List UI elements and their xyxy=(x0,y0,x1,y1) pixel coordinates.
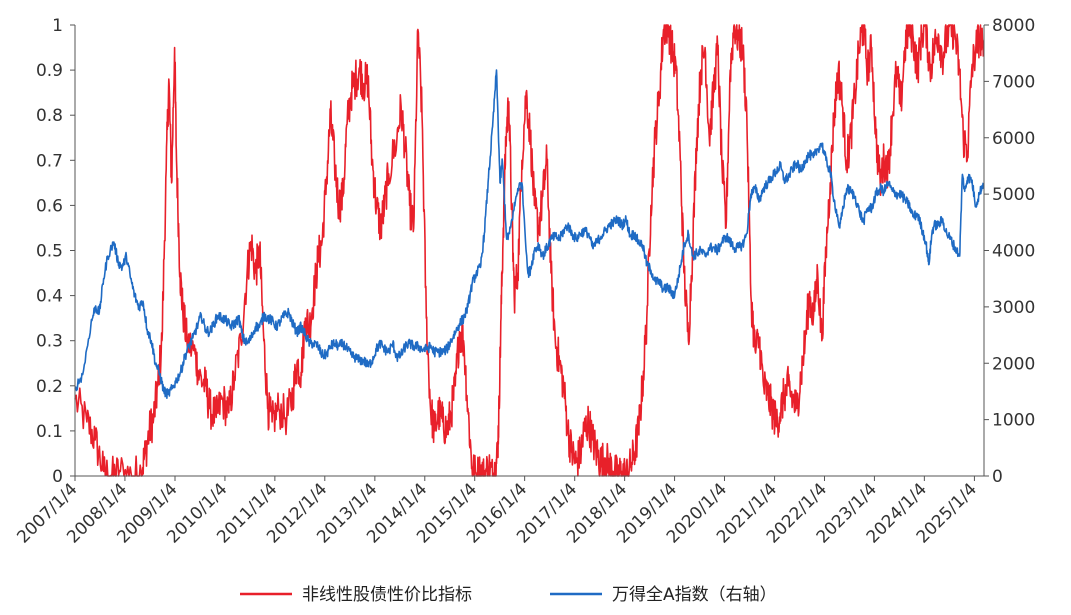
y-right-tick-label: 1000 xyxy=(992,411,1035,431)
y-right-tick-label: 6000 xyxy=(992,129,1035,149)
series-line-1 xyxy=(74,24,985,477)
y-right-tick-label: 0 xyxy=(992,467,1003,487)
y-right-tick-label: 4000 xyxy=(992,242,1035,262)
axes-group: 0 0.1 0.2 0.3 0.4 0.5 0.6 0.7 0.8 0.9 1 0 1000 2000 30… xyxy=(13,16,1035,548)
y-right-tick-label: 2000 xyxy=(992,354,1035,374)
y-right-tick-label: 5000 xyxy=(992,185,1035,205)
legend: 非线性股债性价比指标 万得全A指数（右轴） xyxy=(240,585,777,605)
y-right-tick-label: 8000 xyxy=(992,16,1035,36)
y-left-tick-label: 1 xyxy=(52,16,63,36)
y-left-tick-label: 0.3 xyxy=(36,332,63,352)
y-left-tick-label: 0.8 xyxy=(36,106,63,126)
y-right-tick-label: 7000 xyxy=(992,72,1035,92)
y-left-tick-label: 0.9 xyxy=(36,61,63,81)
series-line-2 xyxy=(74,69,985,399)
y-left-tick-label: 0.6 xyxy=(36,196,63,216)
y-left-tick-label: 0 xyxy=(52,467,63,487)
y-left-tick-label: 0.2 xyxy=(36,377,63,397)
y-left-tick-label: 0.7 xyxy=(36,151,63,171)
y-left-tick-label: 0.1 xyxy=(36,422,63,442)
y-right-tick-label: 3000 xyxy=(992,298,1035,318)
legend-label-2: 万得全A指数（右轴） xyxy=(612,585,777,605)
y-left-tick-label: 0.4 xyxy=(36,287,63,307)
series-group xyxy=(74,24,985,477)
legend-label-1: 非线性股债性价比指标 xyxy=(302,585,472,605)
y-left-tick-label: 0.5 xyxy=(36,242,63,262)
